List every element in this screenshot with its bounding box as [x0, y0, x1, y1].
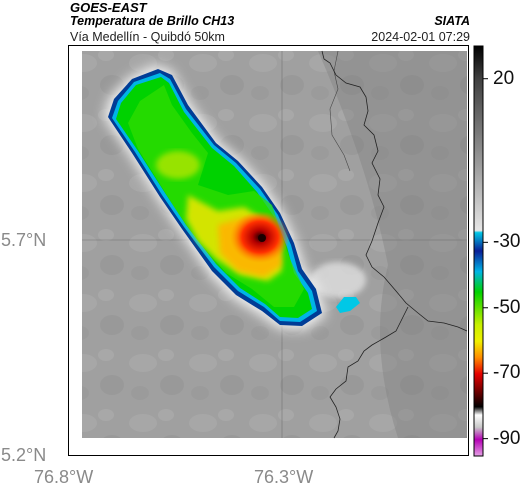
- colorbar-tick-label: -30: [493, 231, 521, 253]
- product-title: Temperatura de Brillo CH13: [70, 14, 235, 28]
- map-frame: [68, 45, 469, 456]
- colorbar-tick-label: -70: [493, 362, 521, 384]
- boundary-line-2: [329, 306, 409, 439]
- river-line: [329, 50, 351, 172]
- lat-tick-5.7: 5.7°N: [1, 230, 47, 250]
- satellite-title: GOES-EAST: [70, 0, 147, 15]
- brightness-temperature-map: [68, 45, 469, 456]
- lon-tick-76.8: 76.8°W: [34, 467, 94, 487]
- organization-label: SIATA: [434, 14, 470, 28]
- colorbar-tick-label: 20: [493, 67, 515, 89]
- timestamp-label: 2024-02-01 07:29: [371, 30, 470, 44]
- colorbar: [473, 45, 488, 457]
- area-subtitle: Vía Medellín - Quibdó 50km: [70, 30, 225, 44]
- colorbar-tick-label: -50: [493, 296, 521, 318]
- colorbar-tick-marks: [483, 78, 488, 440]
- colorbar-tick-label: -90: [493, 427, 521, 449]
- lon-tick-76.3: 76.3°W: [254, 467, 314, 487]
- convective-cloud: [104, 65, 360, 330]
- boundary-line: [321, 50, 468, 332]
- lat-tick-5.2: 5.2°N: [1, 445, 47, 465]
